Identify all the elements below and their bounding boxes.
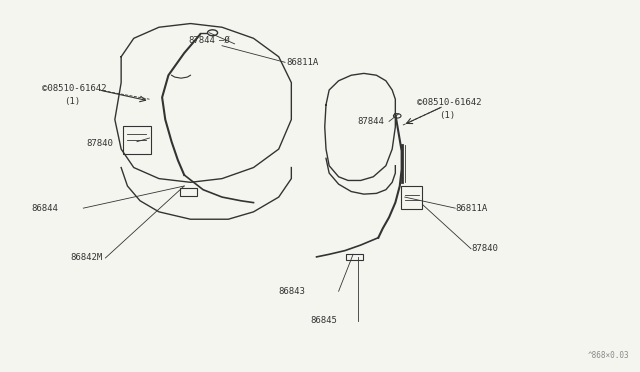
Text: 86845: 86845 bbox=[310, 316, 337, 325]
Text: ©08510-61642: ©08510-61642 bbox=[417, 99, 482, 108]
Text: 86844: 86844 bbox=[31, 203, 58, 213]
Text: (1): (1) bbox=[65, 97, 81, 106]
Text: 87840: 87840 bbox=[86, 139, 113, 148]
Text: 87844: 87844 bbox=[358, 117, 385, 126]
Text: 87840: 87840 bbox=[471, 244, 498, 253]
Text: 86842M: 86842M bbox=[71, 253, 103, 263]
Text: ^868×0.03: ^868×0.03 bbox=[588, 351, 629, 360]
Text: 87844: 87844 bbox=[189, 36, 216, 45]
Text: 86811A: 86811A bbox=[286, 58, 319, 67]
Text: 86843: 86843 bbox=[279, 287, 306, 296]
Text: ©08510-61642: ©08510-61642 bbox=[42, 84, 107, 93]
Text: —Ø: —Ø bbox=[219, 36, 230, 45]
Text: (1): (1) bbox=[440, 111, 456, 121]
Text: 86811A: 86811A bbox=[455, 203, 488, 213]
